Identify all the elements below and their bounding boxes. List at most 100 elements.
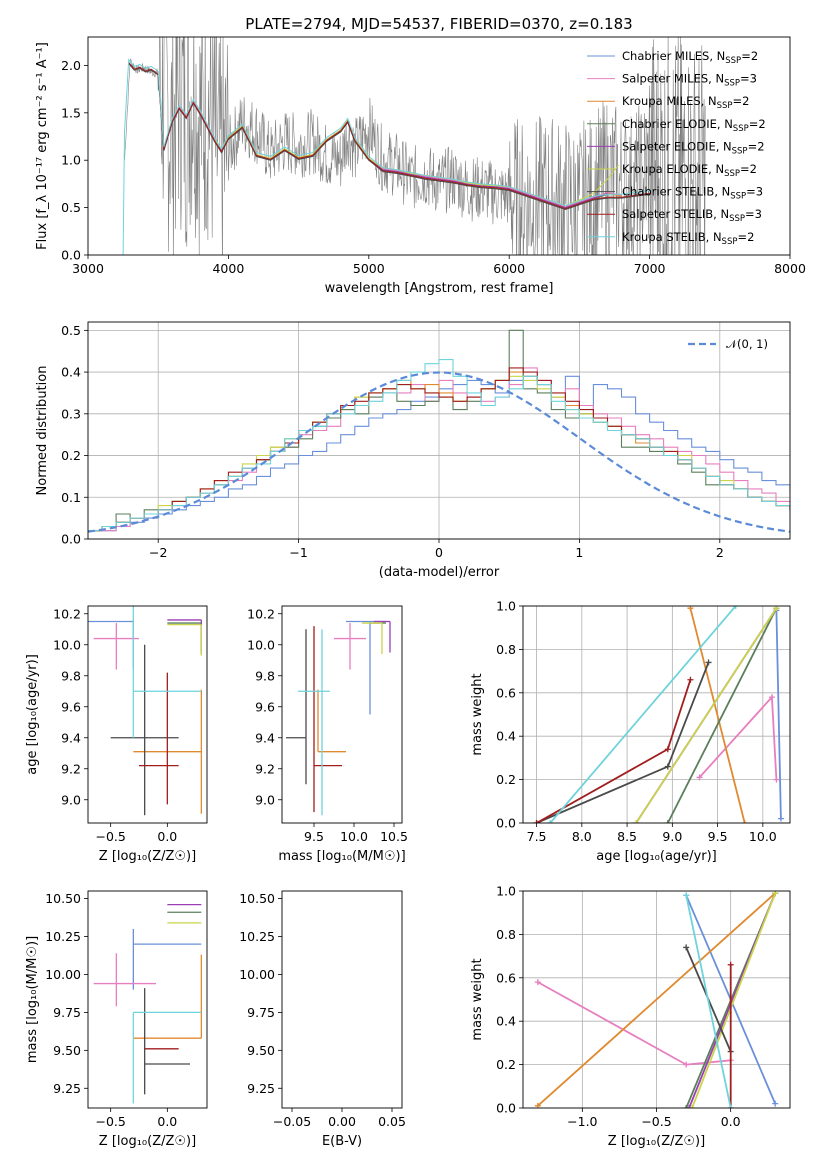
legend-n-label: N: [717, 49, 726, 63]
legend-n-value: =2: [741, 49, 758, 63]
error-cross: [139, 672, 179, 805]
histogram-step: [88, 367, 790, 532]
mass-weight-line: [685, 895, 732, 1108]
x-axis-label: age [log₁₀(age/yr)]: [596, 849, 717, 864]
x-tick-label: 0.0: [157, 1114, 177, 1129]
legend-n-value: =3: [746, 185, 763, 199]
legend-n-value: =2: [732, 94, 749, 108]
legend-label: Chabrier STELIB, NSSP=3: [622, 185, 763, 202]
y-tick-label: 9.6: [255, 699, 275, 714]
mass-weight-line: [666, 607, 778, 823]
y-tick-label: 0.0: [61, 248, 81, 263]
y-tick-label: 10.25: [45, 929, 81, 944]
legend-label: Kroupa STELIB, NSSP=2: [622, 230, 754, 247]
legend-n-value: =2: [737, 230, 754, 244]
plus-marker: [773, 776, 780, 783]
y-tick-label: 0.4: [496, 1014, 516, 1029]
x-tick-label: 9.5: [708, 829, 728, 844]
y-tick-label: 9.25: [247, 1081, 275, 1096]
y-axis-label: mass weight: [470, 958, 485, 1040]
x-tick-label: 8.0: [572, 829, 592, 844]
x-tick-label: −1: [289, 545, 307, 560]
y-tick-label: 10.50: [239, 891, 275, 906]
y-tick-label: 10.25: [239, 929, 275, 944]
x-tick-label: 8.5: [617, 829, 637, 844]
plus-marker: [686, 1105, 693, 1108]
y-tick-label: 0.0: [61, 532, 81, 547]
histogram-step: [88, 375, 790, 532]
legend-label: Salpeter MILES, NSSP=3: [622, 72, 757, 89]
plus-marker: [687, 676, 694, 683]
y-tick-label: 1.0: [496, 599, 516, 614]
x-tick-label: 2: [716, 545, 724, 560]
y-tick-label: 0.2: [496, 772, 516, 787]
legend-ssp-subscript: SSP: [729, 214, 745, 224]
plus-marker: [664, 746, 671, 753]
y-tick-label: 10.0: [53, 637, 81, 652]
x-tick-label: −0.5: [641, 1114, 671, 1129]
legend-label: Kroupa ELODIE, NSSP=2: [622, 162, 757, 179]
error-cross: [132, 1011, 202, 1104]
x-tick-label: 1: [575, 545, 583, 560]
error-cross: [362, 622, 383, 655]
error-cross: [110, 644, 179, 816]
y-tick-label: 9.50: [247, 1043, 275, 1058]
y-axis-label: Flux [f_λ 10⁻¹⁷ erg cm⁻² s⁻¹ A⁻¹]: [35, 42, 50, 250]
x-tick-label: 0.05: [378, 1114, 406, 1129]
y-tick-label: 0.6: [496, 685, 516, 700]
y-tick-label: 1.0: [496, 884, 516, 899]
mass-weight-line: [775, 610, 782, 819]
y-tick-label: 9.6: [61, 699, 81, 714]
mass-weight-line: [537, 892, 776, 1107]
x-tick-label: 9.0: [662, 829, 682, 844]
y-tick-label: 0.0: [496, 816, 516, 831]
legend-n-label: N: [720, 207, 729, 221]
legend-n-label: N: [724, 117, 733, 131]
plus-marker: [696, 774, 703, 781]
axes-frame: [87, 36, 791, 256]
legend-ssp-subscript: SSP: [732, 146, 748, 156]
spectrum-marks: [122, 37, 706, 255]
y-tick-label: 10.0: [247, 637, 275, 652]
y-tick-label: 10.2: [247, 606, 275, 621]
legend-label: Salpeter ELODIE, NSSP=2: [622, 139, 765, 156]
y-tick-label: 9.50: [53, 1043, 81, 1058]
x-axis-label: E(B-V): [322, 1134, 362, 1149]
legend-ssp-subscript: SSP: [724, 169, 740, 179]
mass_weight_vs_Z-marks: [534, 891, 779, 1108]
gaussian-curve: [88, 371, 790, 533]
y-tick-label: 0.3: [61, 406, 81, 421]
y-tick-label: 10.00: [239, 967, 275, 982]
legend-ssp-subscript: SSP: [722, 237, 738, 247]
plus-marker: [683, 1105, 690, 1108]
legend-n-value: =2: [749, 117, 766, 131]
y-axis-label: mass [log₁₀(M/M☉)]: [25, 936, 40, 1063]
residuals-marks: [88, 329, 790, 533]
error-cross: [334, 623, 366, 670]
plus-marker: [683, 1061, 690, 1068]
age_vs_Z-marks: [88, 606, 202, 816]
x-tick-label: 9.5: [304, 829, 324, 844]
x-axis-label: wavelength [Angstrom, rest frame]: [325, 281, 554, 296]
residuals-axes: [84, 322, 790, 543]
axes-frame: [87, 605, 208, 824]
y-tick-label: 9.75: [247, 1005, 275, 1020]
legend-n-value: =2: [740, 162, 757, 176]
legend-n-label: N: [723, 139, 732, 153]
plus-marker: [777, 815, 784, 822]
error-cross: [313, 626, 342, 813]
legend-n-value: =3: [740, 72, 757, 86]
mass-weight-line: [689, 607, 746, 823]
error-cross: [93, 623, 139, 670]
mass-weight-line: [549, 606, 737, 823]
legend-n-value: =2: [748, 139, 765, 153]
x-tick-label: 7.5: [527, 829, 547, 844]
y-tick-label: 1.0: [61, 153, 81, 168]
x-tick-label: −1.0: [567, 1114, 597, 1129]
axes-frame: [87, 890, 208, 1109]
legend-n-label: N: [715, 72, 724, 86]
plus-marker: [768, 694, 775, 701]
y-tick-label: 0.5: [61, 200, 81, 215]
age_vs_Z-axes: [84, 613, 168, 827]
y-tick-label: 0.0: [496, 1101, 516, 1116]
